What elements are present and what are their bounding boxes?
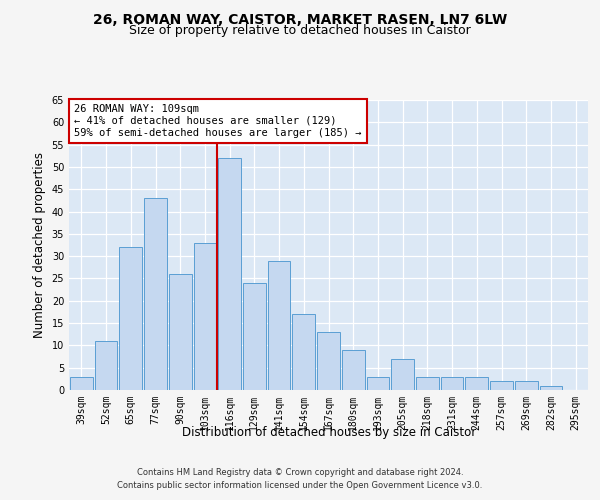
Bar (416, 376, 439, 390)
Text: Contains public sector information licensed under the Open Government Licence v3: Contains public sector information licen… (118, 480, 482, 490)
Bar (539, 386, 562, 390)
Bar (194, 243, 216, 390)
Bar (342, 350, 365, 390)
Bar (466, 376, 488, 390)
Bar (490, 381, 513, 390)
Text: 26, ROMAN WAY, CAISTOR, MARKET RASEN, LN7 6LW: 26, ROMAN WAY, CAISTOR, MARKET RASEN, LN… (93, 12, 507, 26)
Bar (441, 376, 463, 390)
Bar (119, 247, 142, 390)
Bar (144, 198, 167, 390)
Text: Distribution of detached houses by size in Caistor: Distribution of detached houses by size … (182, 426, 476, 439)
Bar (292, 314, 315, 390)
Bar (317, 332, 340, 390)
Text: 26 ROMAN WAY: 109sqm
← 41% of detached houses are smaller (129)
59% of semi-deta: 26 ROMAN WAY: 109sqm ← 41% of detached h… (74, 104, 362, 138)
Bar (515, 381, 538, 390)
Bar (268, 260, 290, 390)
Bar (243, 283, 266, 390)
Y-axis label: Number of detached properties: Number of detached properties (33, 152, 46, 338)
Text: Contains HM Land Registry data © Crown copyright and database right 2024.: Contains HM Land Registry data © Crown c… (137, 468, 463, 477)
Bar (95, 341, 118, 390)
Bar (367, 376, 389, 390)
Bar (70, 376, 93, 390)
Text: Size of property relative to detached houses in Caistor: Size of property relative to detached ho… (129, 24, 471, 37)
Bar (218, 158, 241, 390)
Bar (169, 274, 191, 390)
Bar (391, 359, 414, 390)
